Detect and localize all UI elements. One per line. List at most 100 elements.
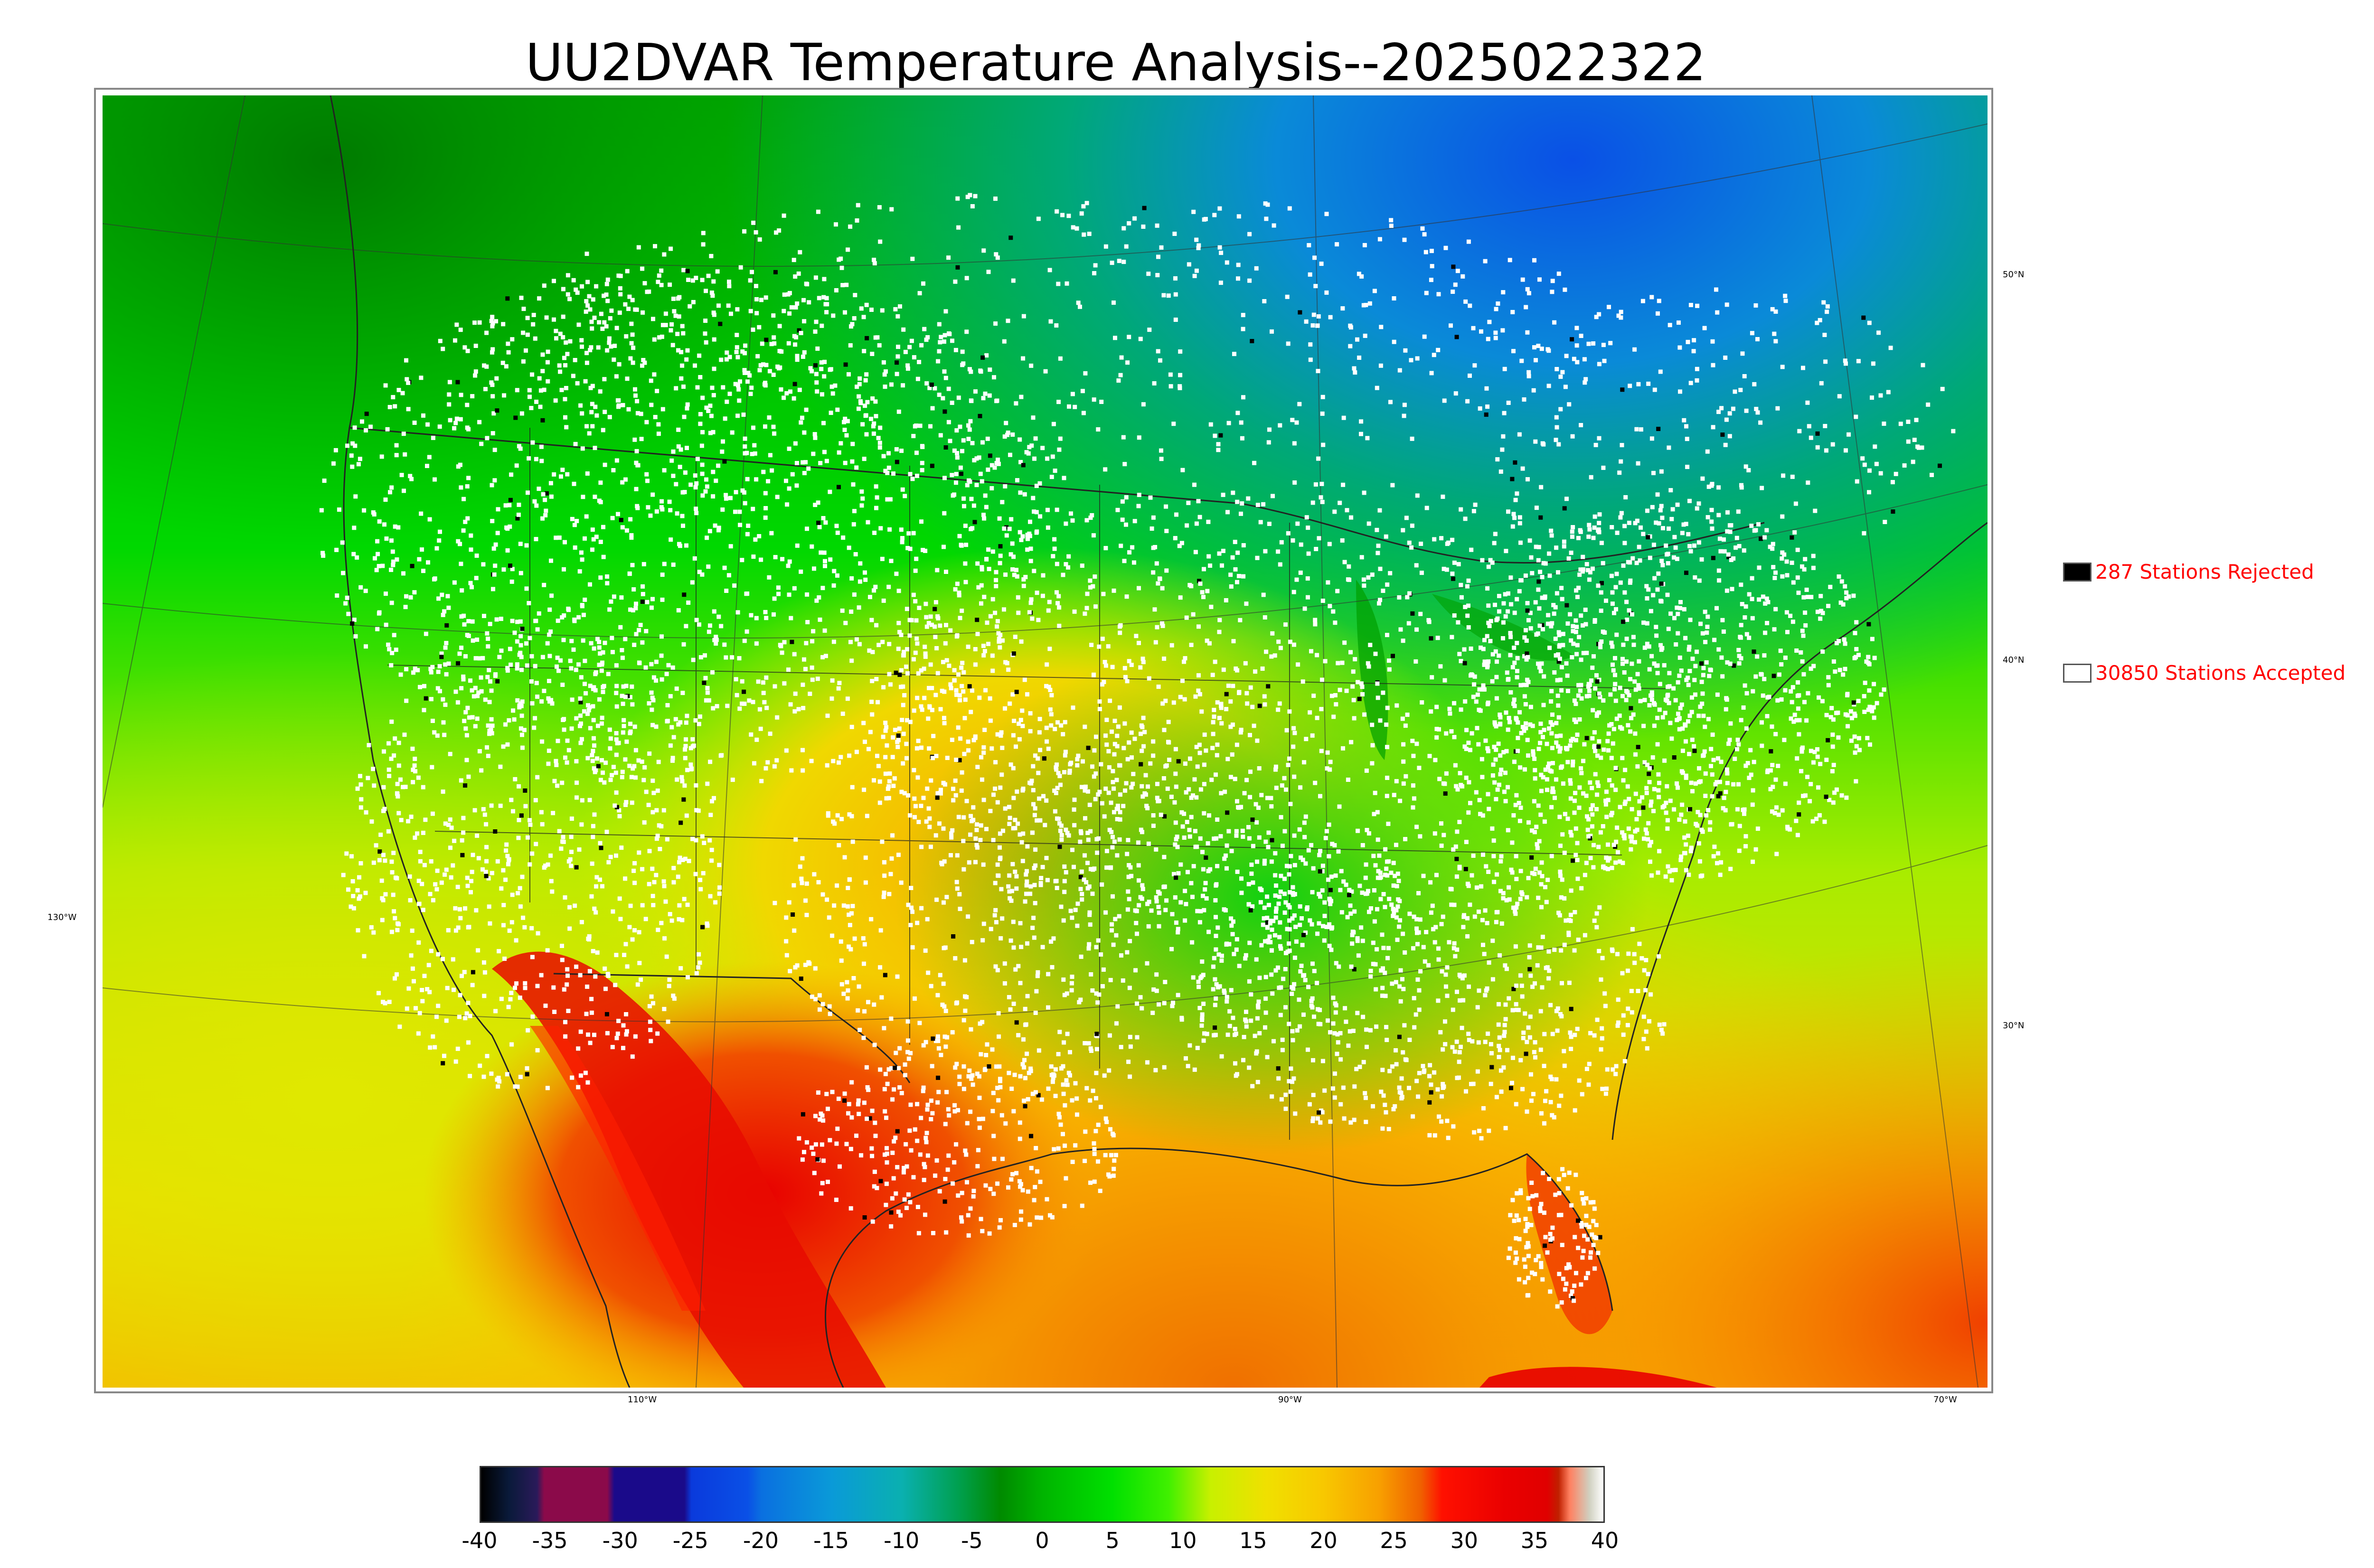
station-marker: [1362, 490, 1366, 495]
station-marker: [942, 409, 947, 414]
station-marker: [1590, 566, 1595, 571]
station-marker: [1736, 648, 1741, 652]
station-marker: [604, 829, 609, 834]
station-marker: [845, 996, 850, 1001]
station-marker: [1126, 874, 1131, 879]
station-marker: [1515, 656, 1520, 660]
station-marker: [943, 1009, 948, 1014]
station-marker: [745, 477, 750, 481]
station-marker: [381, 785, 386, 789]
station-marker: [1644, 790, 1649, 795]
station-marker: [533, 798, 538, 803]
station-marker: [967, 427, 972, 432]
station-marker: [862, 942, 867, 947]
station-marker: [549, 879, 554, 883]
station-marker: [641, 310, 645, 315]
station-marker: [1576, 535, 1581, 540]
station-marker: [504, 848, 509, 853]
station-marker: [1579, 613, 1583, 618]
station-marker: [1057, 623, 1062, 628]
station-marker: [1308, 710, 1312, 715]
station-marker: [1779, 697, 1784, 702]
map-panel[interactable]: [94, 88, 1993, 1393]
station-marker: [344, 851, 349, 856]
station-marker: [1656, 788, 1661, 793]
station-marker: [606, 974, 611, 978]
station-marker: [1410, 523, 1414, 528]
station-marker: [969, 497, 974, 501]
station-marker: [1321, 924, 1325, 929]
station-marker: [1642, 760, 1647, 765]
temperature-field[interactable]: [103, 95, 1988, 1388]
station-marker: [642, 765, 647, 770]
station-marker: [1717, 536, 1722, 541]
station-marker: [1689, 710, 1694, 714]
station-marker: [501, 868, 506, 873]
station-marker: [609, 308, 614, 313]
station-marker: [1631, 712, 1636, 717]
station-marker: [573, 545, 577, 550]
station-marker: [1035, 529, 1039, 534]
station-marker: [1556, 659, 1561, 664]
station-marker: [470, 619, 475, 624]
station-marker: [706, 409, 711, 413]
station-marker: [662, 468, 667, 473]
station-marker: [927, 816, 932, 821]
station-marker: [516, 891, 520, 895]
station-marker: [1540, 595, 1545, 600]
station-marker: [391, 559, 396, 564]
station-marker: [907, 633, 912, 638]
station-marker: [1091, 584, 1095, 589]
station-marker: [1620, 861, 1625, 865]
station-marker: [599, 668, 604, 673]
station-marker: [1804, 718, 1809, 723]
station-marker: [1683, 851, 1687, 855]
station-marker: [627, 571, 632, 576]
station-marker: [1191, 864, 1196, 869]
station-marker: [570, 697, 575, 702]
station-marker: [1068, 909, 1073, 913]
station-marker: [1644, 584, 1649, 589]
station-marker: [849, 658, 854, 663]
station-marker: [920, 468, 924, 472]
station-marker: [1647, 703, 1652, 708]
station-marker: [966, 748, 970, 753]
station-marker: [1645, 508, 1649, 513]
station-marker: [569, 864, 574, 868]
station-marker: [381, 1000, 385, 1005]
gulf-of-california-zone: [530, 1026, 706, 1311]
station-marker: [1599, 541, 1604, 545]
station-marker: [1560, 597, 1564, 601]
station-marker: [389, 663, 394, 667]
station-marker: [1596, 845, 1601, 849]
station-marker: [1573, 790, 1578, 795]
station-marker: [1196, 985, 1201, 989]
station-marker: [591, 537, 596, 542]
station-marker: [922, 695, 927, 700]
station-marker: [1442, 678, 1447, 683]
station-marker: [1450, 537, 1455, 542]
station-marker: [1797, 732, 1801, 737]
station-marker: [1183, 761, 1187, 766]
station-marker: [623, 477, 628, 482]
station-marker: [458, 417, 463, 422]
station-marker: [1867, 688, 1872, 693]
station-marker: [1258, 520, 1263, 525]
station-marker: [1617, 714, 1622, 718]
station-marker: [1032, 883, 1037, 887]
station-marker: [1479, 645, 1483, 650]
station-marker: [407, 874, 412, 879]
station-marker: [788, 969, 792, 974]
station-marker: [1565, 817, 1570, 821]
station-marker: [1273, 851, 1278, 855]
station-marker: [592, 315, 597, 320]
station-marker: [787, 486, 791, 491]
station-marker: [472, 808, 477, 813]
station-marker: [1093, 797, 1098, 801]
station-marker: [940, 688, 944, 693]
station-marker: [1836, 735, 1841, 740]
station-marker: [648, 1028, 653, 1033]
station-marker: [470, 394, 475, 399]
station-marker: [1228, 699, 1233, 704]
station-marker: [461, 816, 466, 820]
